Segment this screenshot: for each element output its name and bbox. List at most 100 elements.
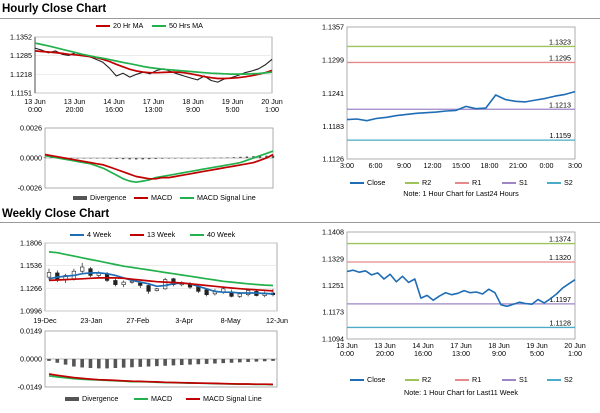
weekly-macd-divergence-bar <box>238 359 242 363</box>
weekly-macd-series-signal <box>48 373 274 386</box>
hourly-macd-divergence-bar <box>206 157 210 159</box>
hourly-price-x-tick-1: 13 Jun 20:00 <box>64 97 86 114</box>
weekly-price-candle-body <box>113 280 118 285</box>
hourly-macd-divergence-bar <box>128 158 131 160</box>
weekly-macd-divergence-bar <box>213 359 217 364</box>
hourly-price-x-tick-4: 18 Jun 9:00 <box>182 97 204 114</box>
weekly-pivot-level-r2-label: 1.1374 <box>549 235 571 244</box>
hourly-macd-divergence-bar <box>252 156 255 158</box>
hourly-pivot-x-tick-4: 15:00 <box>452 161 470 170</box>
hourly-macd-divergence-bar <box>271 155 275 158</box>
weekly-macd-divergence-bar <box>163 359 167 366</box>
weekly-pivot-y-tick-4: 1.1094 <box>322 335 344 344</box>
hourly-macd-divergence-bar <box>174 158 177 159</box>
hourly-macd-divergence-bar <box>89 158 92 159</box>
hourly-macd-y-tick-2: -0.0026 <box>18 184 42 193</box>
hourly-macd-divergence-bar <box>213 157 216 159</box>
hourly-pivot-legend-s1-label: S1 <box>519 178 528 187</box>
weekly-pivot-legend-r2-label: R2 <box>422 375 431 384</box>
weekly-pivot-level-r1-label: 1.1320 <box>549 253 571 262</box>
hourly-price-legend-50hrs-label: 50 Hrs MA <box>169 21 203 30</box>
hourly-macd-divergence-bar <box>43 157 47 158</box>
weekly-pivot-x-tick-0: 13 Jun 0:00 <box>336 341 358 358</box>
hourly-pivot-y-tick-1: 1.1299 <box>322 56 344 65</box>
hourly-macd-divergence-bar <box>102 158 105 159</box>
hourly-pivot-x-tick-1: 6:00 <box>369 161 383 170</box>
weekly-macd-divergence-bar <box>63 359 68 365</box>
weekly-price-x-tick-3: 3-Apr <box>175 316 193 325</box>
weekly-price-x-tick-0: 19-Dec <box>33 316 57 325</box>
weekly-price-legend-4week-label: 4 Week <box>87 230 112 239</box>
weekly-price-x-tick-1: 23-Jan <box>80 316 102 325</box>
hourly-macd-divergence-bar <box>226 157 229 158</box>
weekly-pivot-y-tick-2: 1.1251 <box>322 281 344 290</box>
hourly-pivot-y-tick-0: 1.1357 <box>322 23 344 32</box>
hourly-pivot-y-tick-4: 1.1126 <box>323 155 344 164</box>
hourly-title-rule <box>0 18 600 19</box>
weekly-price-x-tick-2: 27-Feb <box>126 316 149 325</box>
weekly-pivot-frame <box>346 231 576 340</box>
weekly-pivot-level-s2-label: 1.1128 <box>550 318 571 327</box>
weekly-pivot-x-tick-1: 13 Jun 20:00 <box>374 341 396 358</box>
hourly-macd-divergence-bar <box>258 155 262 158</box>
hourly-macd-divergence-bar <box>76 158 79 159</box>
weekly-macd-divergence-bar <box>229 359 234 363</box>
hourly-pivot-frame <box>346 26 576 160</box>
hourly-pivot-legend-r1-label: R1 <box>472 178 481 187</box>
hourly-macd-divergence-bar <box>232 157 236 158</box>
weekly-pivot-x-tick-4: 18 Jun 9:00 <box>488 341 510 358</box>
hourly-price-series-20-hr-ma <box>34 50 273 80</box>
weekly-price-y-tick-3: 1.0996 <box>20 307 42 316</box>
hourly-macd-divergence-bar <box>239 156 242 158</box>
weekly-price-frame <box>44 242 278 312</box>
weekly-pivot-note: Note: 1 Hour Chart for Last11 Week <box>404 388 518 397</box>
weekly-price-candle-body <box>154 288 159 291</box>
weekly-pivot-y-tick-3: 1.1173 <box>323 308 344 317</box>
weekly-macd-divergence-bar <box>188 359 192 365</box>
hourly-price-y-tick-2: 1.1218 <box>10 70 32 79</box>
weekly-price-candle-body <box>163 279 168 290</box>
weekly-pivot-x-tick-3: 17 Jun 13:00 <box>450 341 472 358</box>
weekly-macd-divergence-bar <box>246 359 250 363</box>
hourly-pivot-x-tick-2: 9:00 <box>397 161 411 170</box>
hourly-macd-legend-divergence-label: Divergence <box>90 193 126 202</box>
weekly-macd-divergence-bar <box>179 359 184 366</box>
weekly-price-candle-body <box>121 281 126 285</box>
weekly-macd-y-tick-1: 0.0000 <box>20 355 42 364</box>
weekly-price-candle-body <box>129 280 135 283</box>
hourly-price-y-tick-0: 1.1352 <box>10 33 32 42</box>
weekly-macd-divergence-bar <box>254 359 259 362</box>
weekly-macd-divergence-bar <box>47 359 51 361</box>
weekly-title-rule <box>0 222 600 223</box>
weekly-price-candle-body <box>146 285 151 292</box>
weekly-pivot-x-tick-5: 19 Jun 5:00 <box>526 341 548 358</box>
hourly-price-x-tick-3: 17 Jun 13:00 <box>143 97 165 114</box>
hourly-macd-divergence-bar <box>154 158 157 159</box>
weekly-price-candle-body <box>229 292 234 297</box>
hourly-macd-divergence-bar <box>180 158 183 159</box>
hourly-pivot-legend-r2-label: R2 <box>422 178 431 187</box>
weekly-macd-divergence-bar <box>204 359 209 364</box>
weekly-macd-divergence-bar <box>171 359 176 366</box>
weekly-price-candle-body <box>204 289 209 296</box>
hourly-macd-divergence-bar <box>167 158 170 159</box>
hourly-macd-divergence-bar <box>187 158 190 159</box>
hourly-macd-divergence-bar <box>245 156 249 158</box>
weekly-macd-legend-macd-label: MACD <box>151 394 172 403</box>
hourly-pivot-legend-s2-label: S2 <box>564 178 573 187</box>
hourly-pivot-x-tick-6: 21:00 <box>509 161 527 170</box>
hourly-pivot-y-tick-2: 1.1241 <box>322 89 344 98</box>
hourly-macd-series-signal <box>44 153 274 180</box>
hourly-pivot-level-s1-label: 1.1213 <box>549 100 571 109</box>
hourly-pivot-x-tick-8: 3:00 <box>568 161 582 170</box>
weekly-price-x-tick-5: 12-Jun <box>266 316 288 325</box>
hourly-pivot-series-close <box>346 90 576 122</box>
weekly-price-series-4-week <box>48 272 274 295</box>
weekly-macd-divergence-bar <box>130 359 134 368</box>
weekly-price-legend-13week-label: 13 Week <box>147 230 176 239</box>
weekly-macd-y-tick-0: 0.0149 <box>20 327 42 336</box>
weekly-macd-y-tick-2: -0.0149 <box>18 383 42 392</box>
weekly-macd-divergence-bar <box>121 359 126 368</box>
weekly-pivot-series-close <box>346 269 576 308</box>
weekly-price-series-40-week <box>48 251 274 287</box>
